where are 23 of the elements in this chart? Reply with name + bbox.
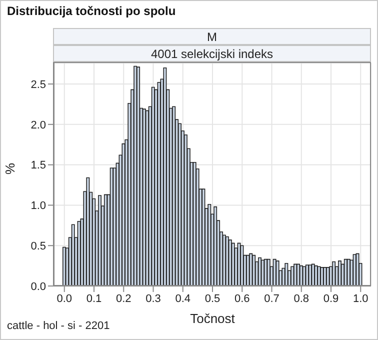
x-tick-label: 0.1 xyxy=(86,292,102,305)
x-tick-label: 1.0 xyxy=(352,292,368,305)
x-tick-label: 0.5 xyxy=(204,292,220,305)
x-tick-label: 0.7 xyxy=(264,292,280,305)
y-tick-label: 2.5 xyxy=(30,78,46,91)
x-tick-label: 0.2 xyxy=(116,292,132,305)
chart-subtitle: M xyxy=(53,28,371,45)
x-tick-label: 0.3 xyxy=(146,292,161,305)
y-tick-label: 0.5 xyxy=(30,240,46,253)
y-tick-label: 0.0 xyxy=(30,280,46,293)
text: cattle - hol - si - 2201 xyxy=(7,320,110,332)
y-tick-label: 1.5 xyxy=(30,160,46,172)
x-tick-label: 0.0 xyxy=(56,292,72,305)
x-tick-label: 0.9 xyxy=(323,292,339,305)
x-tick-label: 0.4 xyxy=(175,292,191,305)
y-tick-label: 2.0 xyxy=(30,119,46,132)
x-axis-title: Točnost xyxy=(190,311,236,326)
text: 4001 selekcijski indeks xyxy=(53,45,371,62)
y-tick-label: 1.0 xyxy=(30,200,46,212)
x-tick-label: 0.6 xyxy=(234,292,250,305)
x-tick-label: 0.8 xyxy=(294,292,310,305)
chart-title: Distribucija točnosti po spolu xyxy=(7,4,176,18)
y-axis-title: % xyxy=(2,162,18,174)
